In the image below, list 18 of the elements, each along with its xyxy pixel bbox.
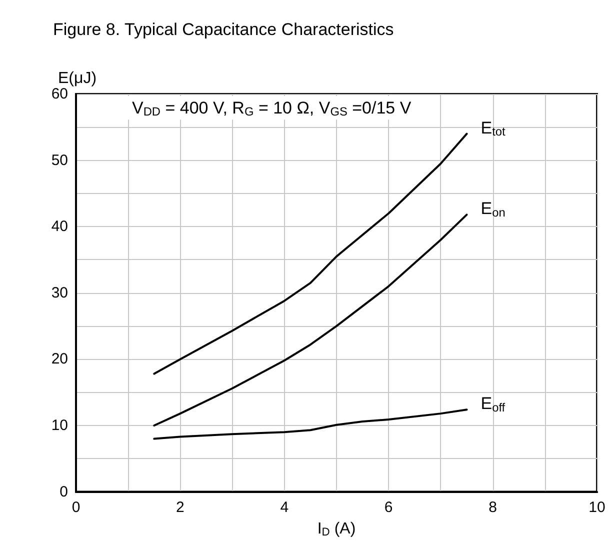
y-axis-title: E(μJ) — [58, 70, 97, 88]
y-tick-label: 20 — [51, 350, 68, 368]
line-series — [153, 132, 468, 375]
x-tick-label: 0 — [72, 498, 80, 516]
x-tick-label: 2 — [176, 498, 184, 516]
line-series — [153, 408, 468, 440]
x-tick-label: 4 — [280, 498, 289, 516]
y-tick-label: 10 — [51, 417, 68, 434]
x-tick-label: 6 — [384, 498, 393, 516]
chart-title: Figure 8. Typical Capacitance Characteristics — [53, 20, 394, 39]
y-tick-label: 60 — [51, 86, 68, 102]
y-tick-label: 30 — [51, 284, 68, 302]
x-tick-label: 10 — [588, 498, 606, 516]
y-tick-label: 50 — [51, 152, 68, 169]
x-tick-label: 8 — [488, 498, 497, 516]
line-series — [153, 214, 468, 426]
y-tick-label: 40 — [51, 218, 68, 236]
y-tick-label: 0 — [60, 483, 68, 500]
